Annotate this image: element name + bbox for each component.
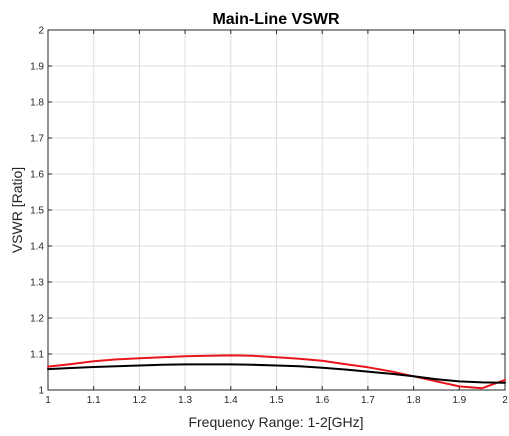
x-tick-label: 1.4: [224, 395, 238, 406]
axis-ticks: 1 1.1 1.2 1.3 1.4 1.5 1.6 1.7 1.8 1.9 2 1 1.1 1.2 1.3 1…: [30, 26, 508, 407]
y-tick-label: 1.5: [30, 206, 44, 217]
y-tick-label: 1.8: [30, 98, 44, 109]
x-tick-label: 2: [502, 395, 508, 406]
y-tick-label: 1.1: [30, 350, 44, 361]
x-tick-label: 1.8: [407, 395, 421, 406]
series-lines: [47, 354, 506, 390]
y-tick-label: 2: [38, 26, 44, 37]
x-tick-label: 1.5: [270, 395, 284, 406]
series-line-2: [47, 363, 506, 384]
x-tick-label: 1: [45, 395, 51, 406]
series-line-1: [47, 354, 506, 390]
y-axis-title: VSWR [Ratio]: [9, 167, 25, 253]
x-axis-title: Frequency Range: 1-2[GHz]: [188, 414, 363, 430]
x-tick-label: 1.1: [87, 395, 101, 406]
x-tick-label: 1.3: [178, 395, 192, 406]
y-tick-label: 1.7: [30, 134, 44, 145]
x-tick-label: 1.9: [452, 395, 466, 406]
x-tick-label: 1.7: [361, 395, 375, 406]
x-tick-label: 1.6: [315, 395, 329, 406]
y-tick-label: 1: [38, 386, 44, 397]
y-tick-label: 1.4: [30, 242, 44, 253]
y-tick-label: 1.2: [30, 314, 44, 325]
y-tick-label: 1.9: [30, 62, 44, 73]
x-tick-label: 1.2: [132, 395, 146, 406]
y-tick-label: 1.6: [30, 170, 44, 181]
grid: [47, 29, 506, 391]
chart-title: Main-Line VSWR: [212, 11, 340, 28]
y-tick-label: 1.3: [30, 278, 44, 289]
